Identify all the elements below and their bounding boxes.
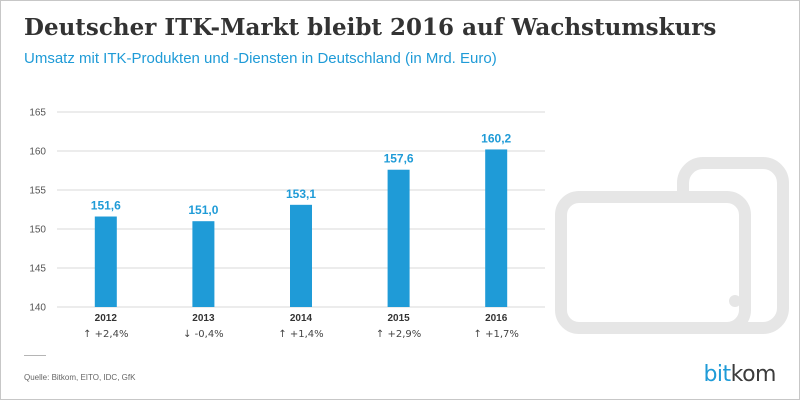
change-label: ↑ +1,7%: [474, 329, 519, 340]
bar: [290, 204, 312, 307]
chart-title: Deutscher ITK-Markt bleibt 2016 auf Wach…: [24, 14, 717, 41]
y-tick-label: 150: [29, 225, 46, 236]
y-tick-label: 155: [29, 186, 46, 197]
bar: [485, 149, 508, 307]
logo-part-kom: kom: [730, 362, 777, 387]
change-label: ↑ +2,9%: [376, 329, 421, 340]
logo-part-bit: bit: [703, 362, 731, 387]
chart-subtitle: Umsatz mit ITK-Produkten und -Diensten i…: [24, 50, 497, 67]
x-tick-label: 2012: [95, 313, 118, 324]
bar: [192, 221, 215, 307]
source-divider: [24, 355, 46, 356]
bar-value-label: 151,6: [91, 199, 121, 213]
bar: [94, 216, 117, 307]
y-tick-label: 140: [29, 303, 46, 314]
bar: [387, 169, 410, 307]
bar-value-label: 151,0: [188, 203, 218, 217]
source-note: Quelle: Bitkom, EITO, IDC, GfK: [24, 373, 136, 382]
bitkom-logo: bitkom: [703, 362, 776, 387]
x-tick-label: 2015: [387, 313, 410, 324]
x-tick-label: 2016: [485, 313, 508, 324]
y-tick-label: 160: [29, 147, 46, 158]
bar-value-label: 160,2: [481, 131, 511, 145]
x-tick-label: 2014: [290, 313, 313, 324]
bar-value-label: 153,1: [286, 187, 316, 201]
y-tick-label: 165: [29, 108, 46, 119]
bar-value-label: 157,6: [384, 152, 414, 166]
change-label: ↓ -0,4%: [183, 329, 224, 340]
x-tick-label: 2013: [192, 313, 215, 324]
y-tick-label: 145: [29, 264, 46, 275]
change-label: ↑ +1,4%: [278, 329, 323, 340]
change-label: ↑ +2,4%: [83, 329, 128, 340]
